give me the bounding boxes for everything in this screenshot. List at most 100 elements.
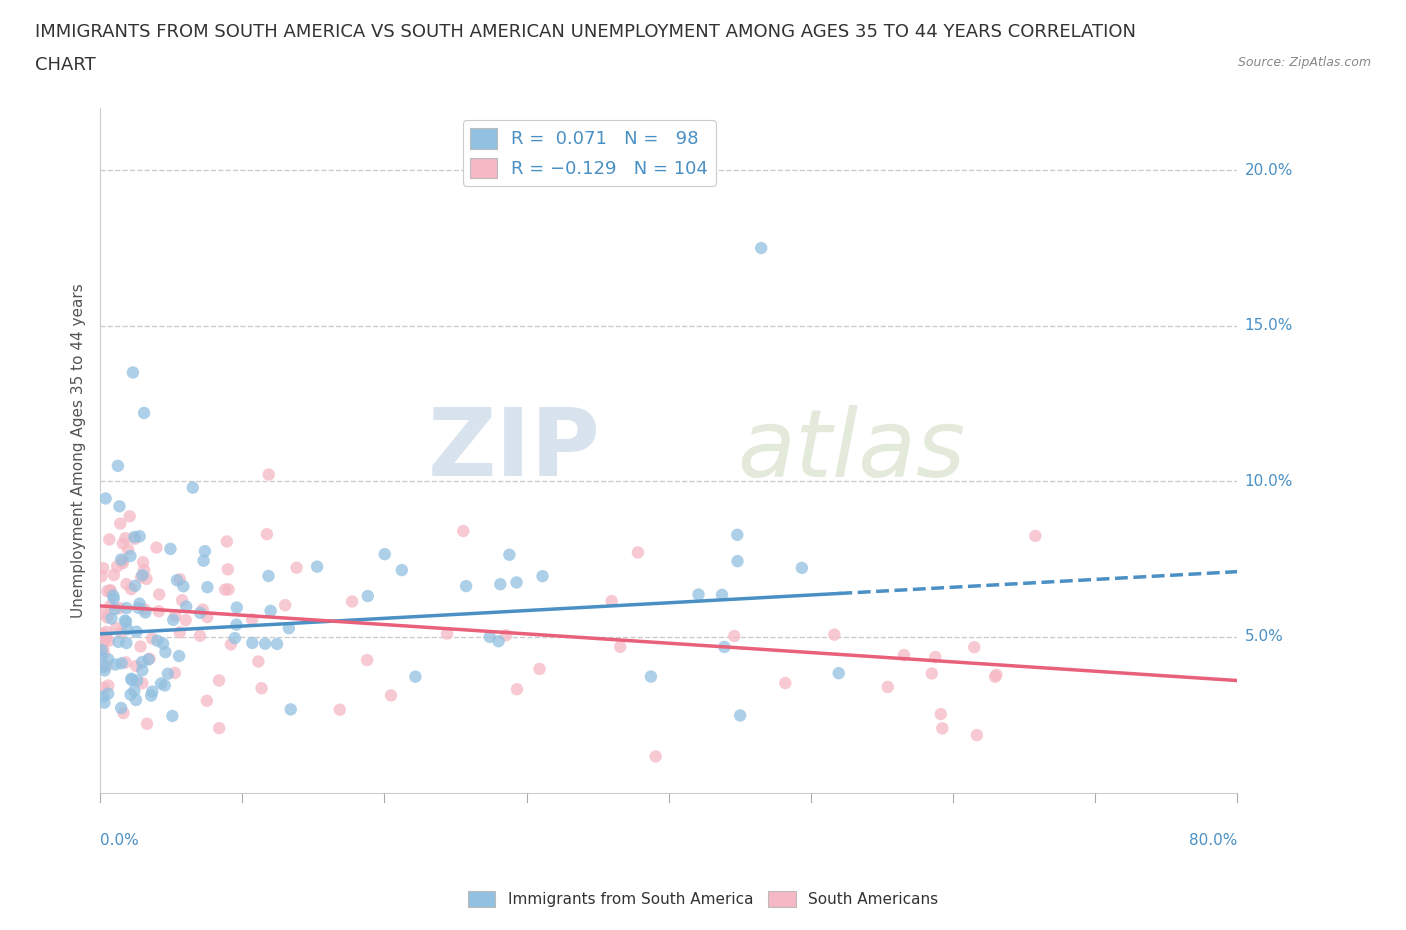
Point <box>128 601 150 616</box>
Point <box>129 570 152 585</box>
Point <box>115 614 138 629</box>
Point <box>103 591 125 606</box>
Point <box>162 709 184 724</box>
Text: 0.0%: 0.0% <box>100 833 139 848</box>
Point <box>141 684 163 699</box>
Point <box>277 620 299 635</box>
Point <box>138 651 160 666</box>
Point <box>124 578 146 593</box>
Point <box>790 561 813 576</box>
Point <box>110 552 132 567</box>
Point <box>145 540 167 555</box>
Point <box>159 541 181 556</box>
Point <box>391 563 413 578</box>
Point <box>111 536 134 551</box>
Point <box>169 572 191 587</box>
Point <box>115 601 138 616</box>
Point <box>132 555 155 570</box>
Point <box>531 568 554 583</box>
Point <box>609 639 631 654</box>
Point <box>121 672 143 687</box>
Point <box>259 604 281 618</box>
Point <box>640 670 662 684</box>
Point <box>165 608 187 623</box>
Point <box>114 613 136 628</box>
Point <box>117 542 139 557</box>
Text: 5.0%: 5.0% <box>1244 630 1284 644</box>
Point <box>122 365 145 380</box>
Point <box>380 688 402 703</box>
Point <box>225 618 247 632</box>
Point <box>723 629 745 644</box>
Point <box>156 666 179 681</box>
Point <box>90 649 112 664</box>
Point <box>280 702 302 717</box>
Point <box>125 624 148 639</box>
Point <box>120 581 142 596</box>
Point <box>134 563 156 578</box>
Point <box>181 480 204 495</box>
Point <box>931 721 953 736</box>
Point <box>125 673 148 688</box>
Point <box>134 602 156 617</box>
Point <box>172 578 194 593</box>
Point <box>114 531 136 546</box>
Point <box>208 721 231 736</box>
Point <box>110 700 132 715</box>
Point <box>93 634 115 649</box>
Point <box>828 666 851 681</box>
Y-axis label: Unemployment Among Ages 35 to 44 years: Unemployment Among Ages 35 to 44 years <box>72 283 86 618</box>
Point <box>240 612 263 627</box>
Point <box>225 600 247 615</box>
Point <box>924 650 946 665</box>
Point <box>129 639 152 654</box>
Point <box>91 681 114 696</box>
Text: CHART: CHART <box>35 56 96 73</box>
Point <box>91 630 114 644</box>
Point <box>876 680 898 695</box>
Point <box>120 671 142 686</box>
Point <box>134 605 156 620</box>
Point <box>775 675 797 690</box>
Point <box>117 622 139 637</box>
Point <box>118 509 141 524</box>
Point <box>194 544 217 559</box>
Point <box>1024 528 1046 543</box>
Point <box>98 599 121 614</box>
Point <box>600 593 623 608</box>
Point <box>929 707 952 722</box>
Point <box>128 596 150 611</box>
Point <box>218 582 240 597</box>
Point <box>162 612 184 627</box>
Point <box>169 625 191 640</box>
Point <box>93 659 115 674</box>
Point <box>266 636 288 651</box>
Point <box>214 582 236 597</box>
Point <box>135 571 157 586</box>
Point <box>197 579 219 594</box>
Point <box>98 584 121 599</box>
Point <box>105 620 128 635</box>
Point <box>104 602 127 617</box>
Point <box>174 613 197 628</box>
Point <box>111 556 134 571</box>
Point <box>110 656 132 671</box>
Point <box>148 587 170 602</box>
Point <box>966 727 988 742</box>
Text: 10.0%: 10.0% <box>1244 474 1294 489</box>
Text: 20.0%: 20.0% <box>1244 163 1294 178</box>
Point <box>91 606 114 621</box>
Text: atlas: atlas <box>737 405 966 496</box>
Point <box>495 628 517 643</box>
Point <box>107 458 129 473</box>
Point <box>104 658 127 672</box>
Point <box>148 604 170 618</box>
Point <box>224 631 246 645</box>
Point <box>131 663 153 678</box>
Point <box>498 548 520 563</box>
Legend: R =  0.071   N =   98, R = −0.129   N = 104: R = 0.071 N = 98, R = −0.129 N = 104 <box>463 121 716 186</box>
Point <box>456 578 478 593</box>
Point <box>98 633 121 648</box>
Point <box>131 655 153 670</box>
Point <box>307 559 329 574</box>
